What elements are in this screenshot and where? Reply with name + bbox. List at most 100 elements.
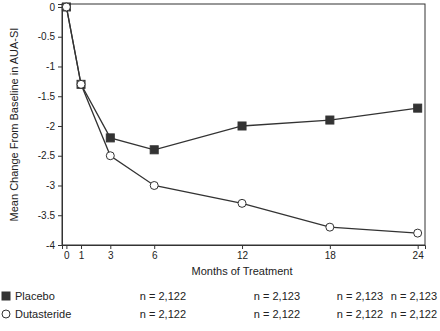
x-tick: 0 (64, 245, 70, 261)
y-tick: -1.5 (38, 91, 62, 102)
x-tick-label: 0 (64, 250, 70, 261)
x-tick: 24 (413, 245, 425, 261)
y-tick: 0 (49, 2, 62, 13)
x-tick-mark (330, 245, 331, 249)
y-tick: -1 (46, 61, 62, 72)
series-point (77, 80, 85, 88)
x-tick: 12 (237, 245, 249, 261)
y-tick-label: -4 (46, 240, 55, 251)
y-tick-mark (58, 66, 62, 67)
series-point (238, 122, 246, 130)
series-line (66, 7, 417, 150)
x-tick-mark (66, 245, 67, 249)
legend-marker (2, 292, 10, 300)
legend-entry: Placebo n = 2,122 n = 2,123 n = 2,123 n = 2,… (2, 290, 437, 302)
y-tick-label: -0.5 (38, 31, 56, 42)
marker-shape (106, 152, 114, 160)
legend-marker-shape (2, 292, 10, 300)
y-tick-label: -2 (46, 121, 55, 132)
legend-marker-shape (2, 310, 10, 318)
series-point (77, 80, 85, 88)
marker-shape (414, 104, 422, 112)
x-tick: 3 (108, 245, 114, 261)
sample-size: n = 2,123 (254, 290, 300, 302)
series-point (150, 146, 158, 154)
x-tick-label: 24 (413, 250, 425, 261)
legend-label: Placebo (15, 290, 55, 302)
y-tick-mark (58, 215, 62, 216)
plot-frame (62, 4, 425, 245)
x-tick-mark (418, 245, 419, 249)
y-tick-mark (58, 245, 62, 246)
marker-shape (414, 229, 422, 237)
marker-shape (62, 3, 70, 11)
sample-size: n = 2,122 (140, 308, 186, 320)
series-point (414, 104, 422, 112)
y-axis-line (58, 5, 63, 246)
x-tick: 18 (325, 245, 337, 261)
series-point (414, 229, 422, 237)
marker-shape (238, 199, 246, 207)
marker-shape (150, 181, 158, 189)
marker-shape (238, 122, 246, 130)
y-tick: -0.5 (38, 31, 62, 42)
legend-entry: Dutasteride n = 2,122 n = 2,122 n = 2,122 n … (2, 308, 437, 320)
marker-shape (62, 3, 70, 11)
y-tick-label: 0 (49, 2, 55, 13)
y-tick-mark (58, 185, 62, 186)
series-line (66, 7, 417, 233)
marker-shape (150, 146, 158, 154)
x-tick-label: 6 (152, 250, 158, 261)
y-tick-label: -1.5 (38, 91, 56, 102)
x-tick-mark (242, 245, 243, 249)
sample-size: n = 2,123 (391, 290, 437, 302)
series-point (150, 181, 158, 189)
y-axis: 0 -0.5 -1 -1.5 -2 -2.5 -3 -3.5 -4 (38, 2, 63, 251)
y-tick: -3.5 (38, 210, 62, 221)
marker-shape (326, 223, 334, 231)
series-point (326, 116, 334, 124)
sample-size: n = 2,122 (391, 308, 437, 320)
x-axis: 01 3 6 12 18 24 (63, 245, 426, 261)
y-tick-mark (58, 37, 62, 38)
y-axis-title: Mean Change From Baseline in AUA-SI (8, 28, 20, 222)
x-axis-title: Months of Treatment (192, 265, 293, 277)
x-tick-mark (154, 245, 155, 249)
marker-shape (77, 80, 85, 88)
sample-size: n = 2,123 (337, 290, 383, 302)
y-tick: -3 (46, 180, 62, 191)
y-tick: -4 (46, 240, 62, 251)
y-tick-mark (58, 126, 62, 127)
x-tick: 1 (79, 245, 85, 261)
marker-shape (77, 80, 85, 88)
series-point (62, 3, 70, 11)
x-tick-label: 12 (237, 250, 249, 261)
legend-label: Dutasteride (15, 308, 71, 320)
x-tick-label: 18 (325, 250, 337, 261)
x-tick-label: 3 (108, 250, 114, 261)
marker-shape (106, 134, 114, 142)
series-point (106, 152, 114, 160)
x-tick: 6 (152, 245, 158, 261)
x-tick-label: 1 (79, 250, 85, 261)
y-tick-mark (58, 96, 62, 97)
y-tick: -2.5 (38, 150, 62, 161)
sample-size: n = 2,122 (254, 308, 300, 320)
y-tick: -2 (46, 121, 62, 132)
series-point (238, 199, 246, 207)
data-layer (62, 3, 421, 237)
plot: 01361218240-0.5-1-1.5-2-2.5-3-3.5-4 (38, 2, 426, 261)
x-axis-line (63, 246, 426, 250)
chart: 01361218240-0.5-1-1.5-2-2.5-3-3.5-4Month… (0, 0, 440, 331)
x-tick-mark (110, 245, 111, 249)
y-tick-mark (58, 7, 62, 8)
sample-size: n = 2,122 (140, 290, 186, 302)
sample-size: n = 2,122 (337, 308, 383, 320)
y-tick-mark (58, 156, 62, 157)
marker-shape (326, 116, 334, 124)
y-tick-label: -2.5 (38, 150, 56, 161)
series-point (326, 223, 334, 231)
legend-marker (2, 310, 10, 318)
y-tick-label: -3.5 (38, 210, 56, 221)
series-point (106, 134, 114, 142)
